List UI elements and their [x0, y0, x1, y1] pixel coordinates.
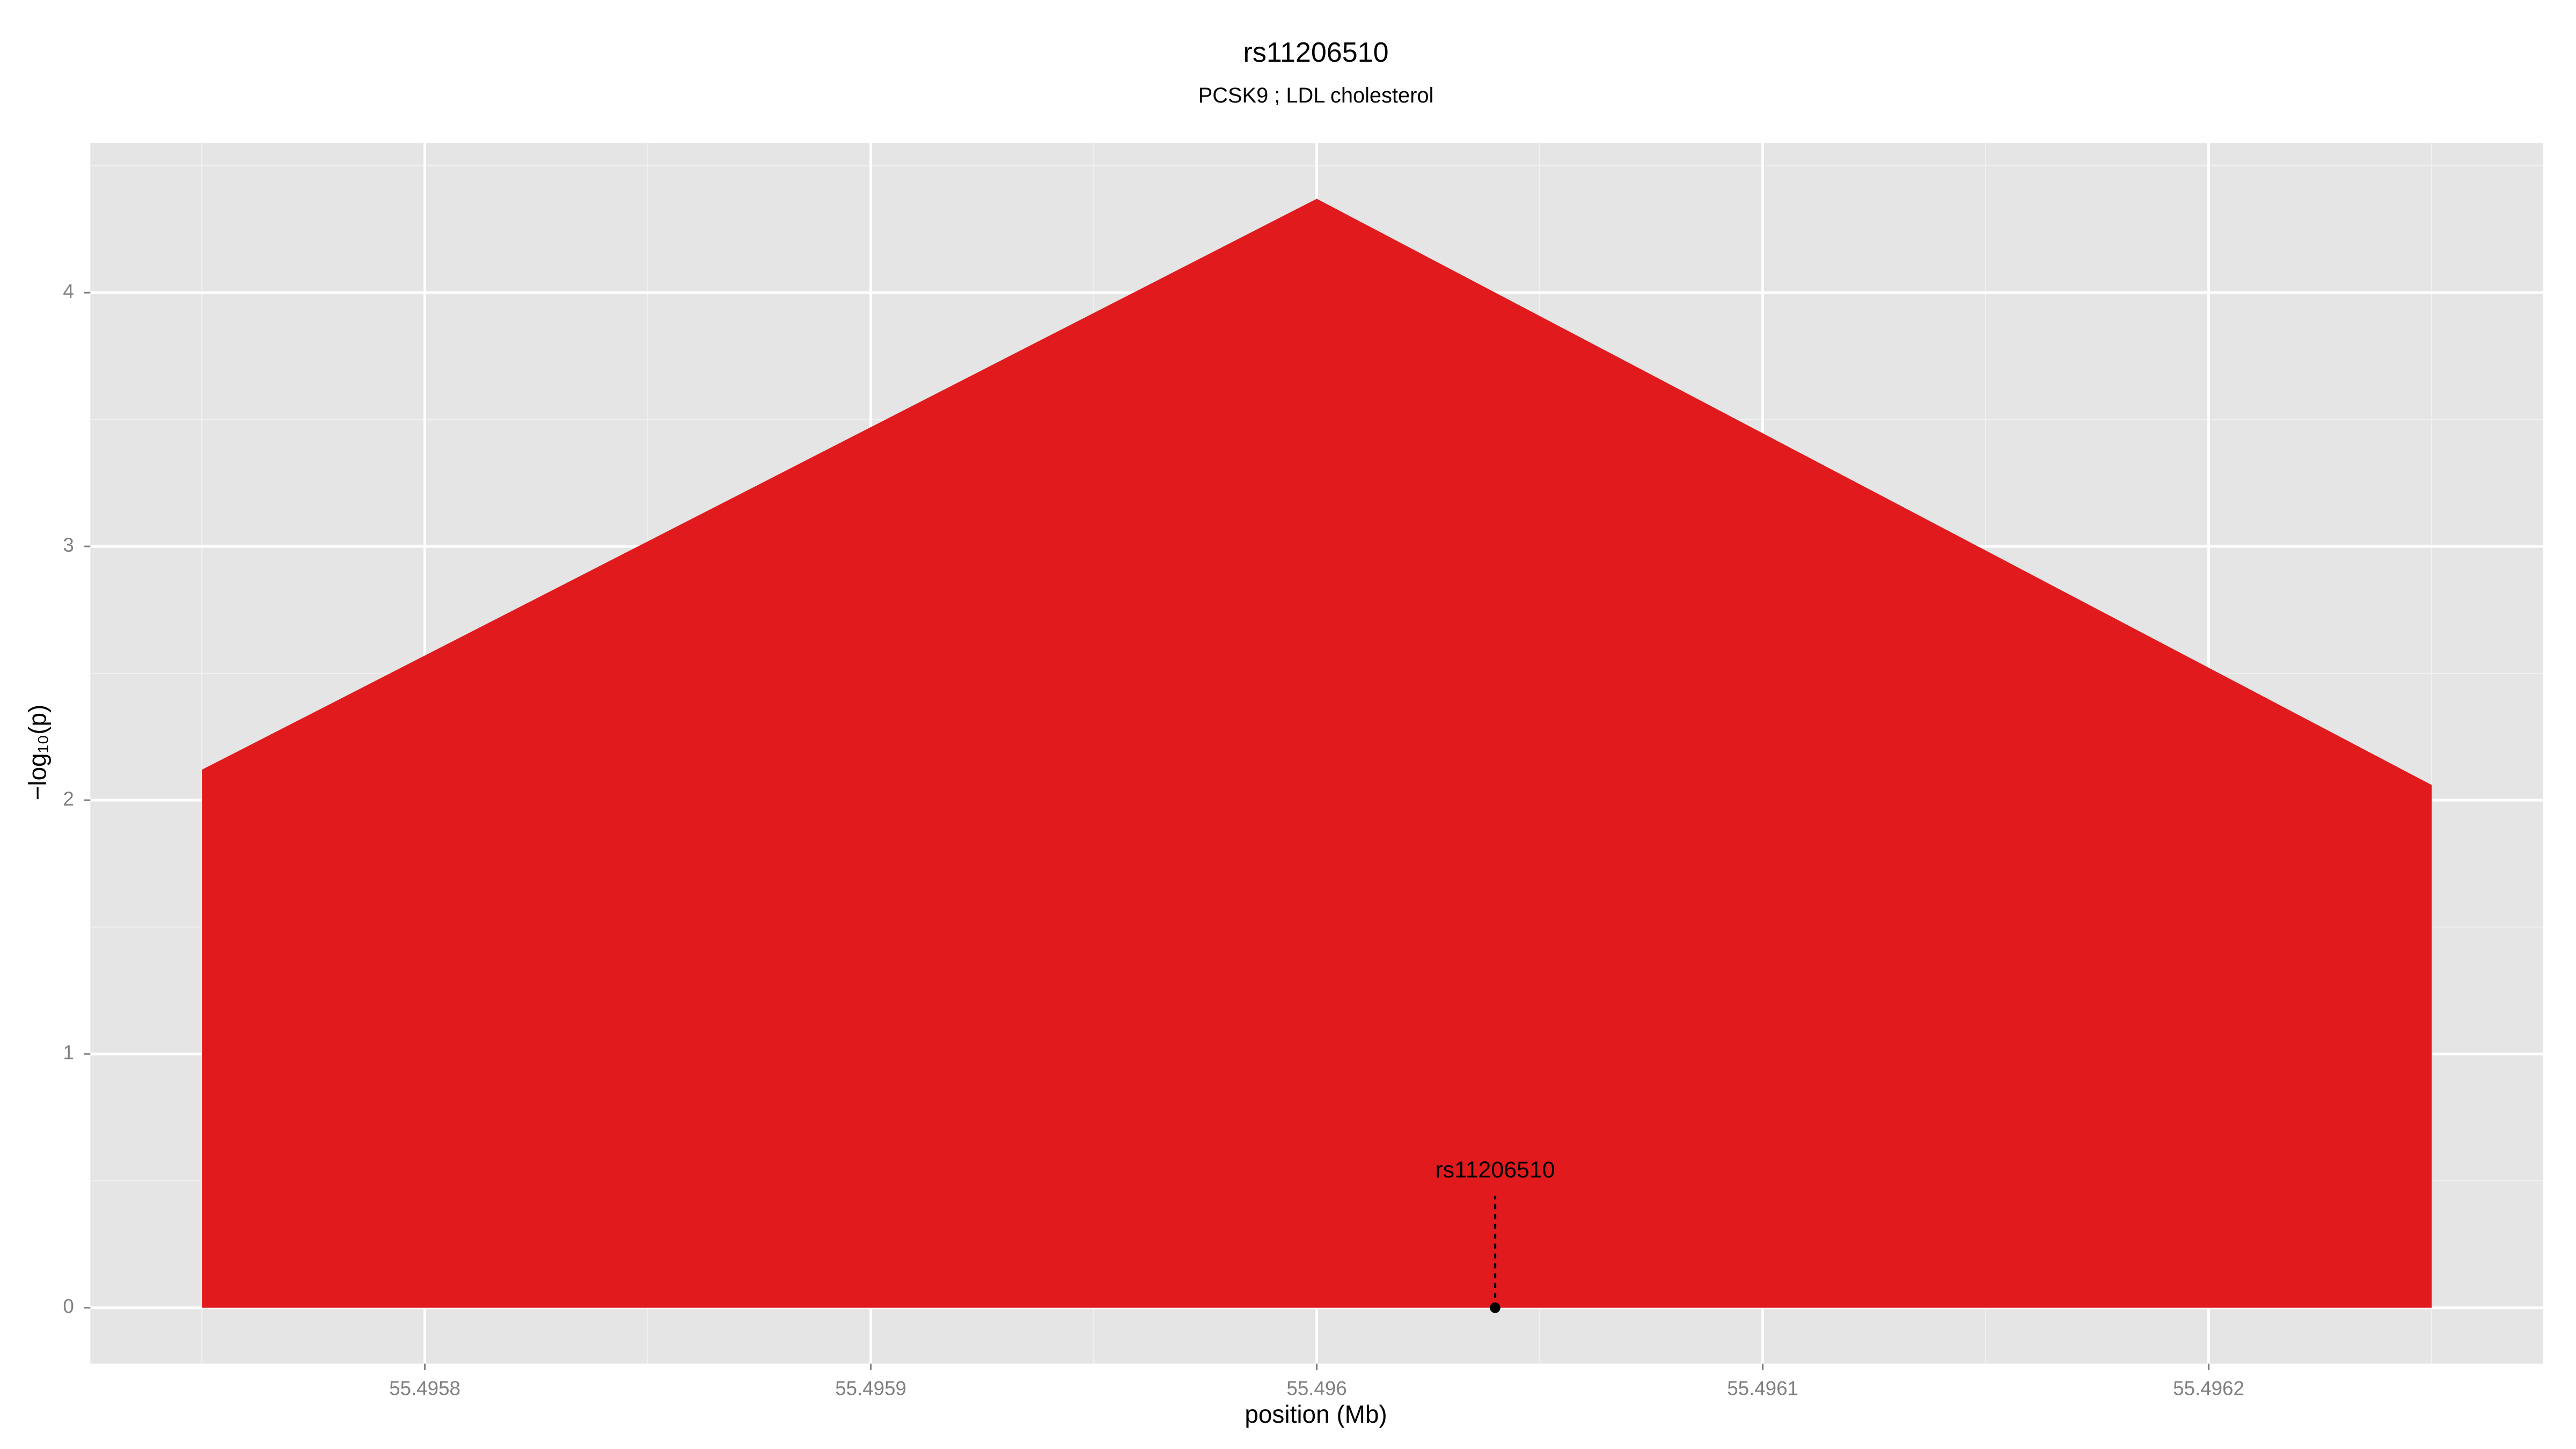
chart-title: rs11206510 [1243, 37, 1389, 68]
data-layer: rs11206510 [202, 199, 2432, 1313]
chart-subtitle: PCSK9 ; LDL cholesterol [1198, 84, 1434, 107]
x-tick-label: 55.4962 [2173, 1377, 2244, 1399]
x-tick-label: 55.4959 [835, 1377, 906, 1399]
axes: 55.4958 55.4959 55.496 55.4961 55.4962 0 1 2 3 4 [63, 280, 2244, 1399]
x-tick-label: 55.496 [1286, 1377, 1346, 1399]
annotation-point [1490, 1302, 1501, 1313]
y-tick-label: 1 [63, 1042, 74, 1064]
y-axis-label: −log₁₀(p) [24, 705, 52, 801]
area [202, 199, 2432, 1308]
y-tick-label: 3 [63, 534, 74, 556]
y-tick-label: 0 [63, 1295, 74, 1317]
x-tick-label: 55.4958 [389, 1377, 460, 1399]
x-axis-label: position (Mb) [1245, 1400, 1387, 1428]
x-tick-label: 55.4961 [1727, 1377, 1798, 1399]
y-tick-label: 4 [63, 280, 74, 302]
annotation-label: rs11206510 [1435, 1157, 1555, 1183]
y-tick-label: 2 [63, 788, 74, 810]
